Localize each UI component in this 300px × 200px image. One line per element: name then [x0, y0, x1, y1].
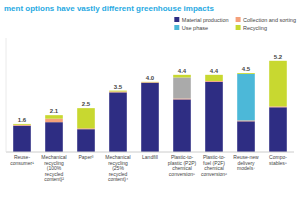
legend-swatch [174, 25, 179, 30]
bar-segment [141, 82, 159, 84]
total-label: 4.5 [242, 66, 251, 72]
x-tick-label-line: Landfill [142, 154, 158, 160]
x-tick-label-line: conversion⁶ [201, 171, 227, 177]
chart: ment options have vastly different green… [0, 0, 300, 200]
x-tick-label-line: consumer¹ [10, 160, 34, 166]
bar-segment [237, 73, 255, 75]
bar-segment [13, 124, 31, 125]
bar-segment [141, 82, 159, 83]
background [0, 0, 300, 200]
legend-swatch [236, 17, 241, 22]
bar-segment [77, 108, 95, 128]
bar-segment [269, 61, 287, 107]
bar-segment [13, 123, 31, 125]
bar-segment [173, 99, 191, 152]
x-tick-label: Mechanicalrecycling(25%recycledcontent)⁴ [105, 154, 130, 182]
legend-label: Collection and sorting [243, 17, 296, 23]
x-tick-label-line: Paper³ [78, 154, 93, 160]
bar-segment [205, 82, 223, 152]
bar-segment [77, 129, 95, 152]
x-tick-label-line: content)⁴ [108, 176, 128, 182]
bar-segment [45, 115, 63, 119]
total-label: 4.4 [210, 68, 219, 74]
total-label: 3.5 [114, 84, 123, 90]
x-tick-label-line: models⁷ [237, 165, 255, 171]
bar-segment [109, 91, 127, 93]
bar-segment [109, 91, 127, 92]
legend-swatch [236, 25, 241, 30]
total-label: 5.2 [274, 54, 283, 60]
x-tick-label: Plastic-to-fuel (P2F)chemicalconversion⁶ [201, 154, 227, 177]
bar-segment [13, 126, 31, 152]
bar-segment [237, 121, 255, 152]
bar-segment [205, 75, 223, 81]
bar-segment [237, 73, 255, 74]
x-tick-label: Reuse-consumer¹ [10, 154, 34, 166]
y-axis [6, 38, 7, 152]
legend: Material production Collection and sortin… [174, 17, 296, 31]
bar-segment [109, 91, 127, 92]
x-tick-label: Landfill [142, 154, 158, 160]
x-tick-label-line: stables⁸ [269, 160, 287, 166]
bar-segment [269, 107, 287, 152]
bar-segment [13, 124, 31, 125]
x-tick-label-line: content)² [44, 176, 64, 182]
legend-label: Use phase [182, 25, 208, 31]
bar-segment [109, 92, 127, 152]
legend-label: Material production [182, 17, 229, 23]
total-label: 1.6 [18, 117, 27, 123]
x-tick-label: Reuse-newdeliverymodels⁷ [233, 154, 259, 171]
bar-segment [141, 81, 159, 82]
bar-segment [173, 75, 191, 78]
total-label: 4.0 [146, 75, 155, 81]
total-label: 2.1 [50, 108, 59, 114]
x-tick-label-line: conversion⁵ [169, 171, 195, 177]
legend-swatch [174, 17, 179, 22]
bar-segment [109, 90, 127, 92]
bar-segment [45, 122, 63, 152]
x-axis [6, 152, 294, 153]
x-tick-label: Paper³ [78, 154, 93, 160]
bar-segment [173, 77, 191, 98]
x-tick-label: Compo-stables⁸ [269, 154, 287, 166]
total-label: 2.5 [82, 101, 91, 107]
title: ment options have vastly different green… [4, 4, 214, 13]
x-tick-label: Mechanicalrecycling(100%recycledcontent)… [41, 154, 66, 182]
legend-label: Recycling [243, 25, 267, 31]
total-label: 4.4 [178, 68, 187, 74]
bars [13, 61, 287, 152]
bar-segment [45, 119, 63, 123]
bar-segment [13, 124, 31, 126]
bar-segment [237, 74, 255, 120]
bar-segment [141, 83, 159, 152]
x-tick-label: Plastic-to-plastic (P2P)chemicalconversi… [168, 154, 197, 177]
bar-segment [141, 82, 159, 83]
